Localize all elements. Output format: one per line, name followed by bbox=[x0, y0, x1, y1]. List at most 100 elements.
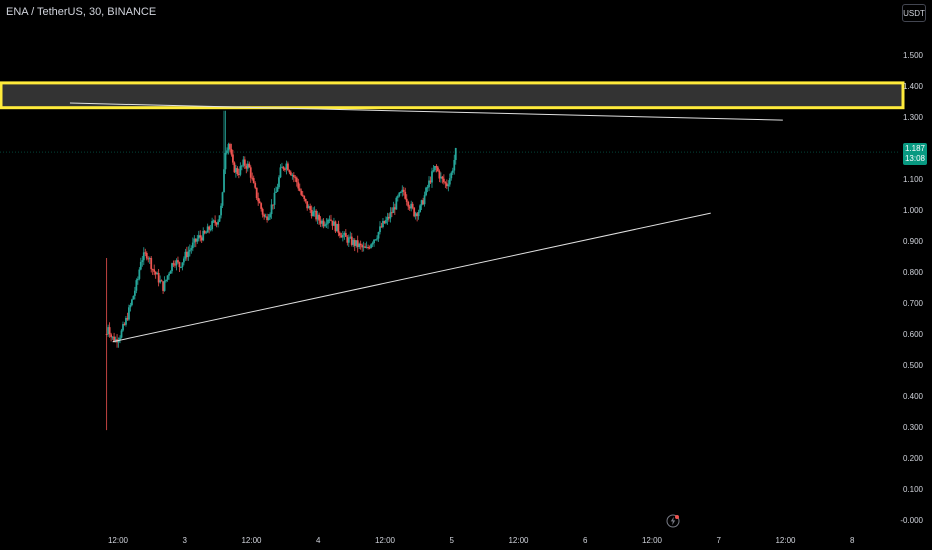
candle-body bbox=[177, 260, 179, 263]
candle-body bbox=[439, 176, 442, 179]
candle-body bbox=[349, 236, 352, 238]
candle-body bbox=[122, 324, 124, 331]
candle-body bbox=[389, 212, 392, 219]
candle-body bbox=[193, 238, 196, 243]
candle-body bbox=[197, 235, 200, 239]
y-tick-label: 1.100 bbox=[903, 175, 924, 184]
candle-body bbox=[407, 201, 410, 207]
y-tick-label: -0.000 bbox=[900, 516, 923, 525]
x-tick-label: 12:00 bbox=[775, 536, 796, 545]
candle-body bbox=[180, 267, 182, 269]
candle-body bbox=[154, 271, 157, 275]
candle-body bbox=[380, 226, 383, 228]
candle-body bbox=[432, 170, 435, 172]
candle-body bbox=[398, 192, 401, 197]
candle-body bbox=[434, 166, 436, 171]
candle-body bbox=[420, 200, 423, 206]
candle-body bbox=[142, 252, 145, 261]
currency-button[interactable]: USDT bbox=[902, 4, 926, 22]
y-tick-label: 0.400 bbox=[903, 392, 924, 401]
candle-body bbox=[350, 236, 353, 245]
candle-body bbox=[266, 216, 268, 221]
candle-body bbox=[226, 150, 228, 153]
candle-body bbox=[435, 166, 438, 168]
candle-body bbox=[301, 194, 304, 196]
candle-body bbox=[181, 262, 184, 268]
candle-body bbox=[205, 232, 208, 234]
candle-body bbox=[159, 280, 162, 283]
candle-body bbox=[202, 230, 205, 241]
candle-body bbox=[313, 210, 316, 212]
candle-body bbox=[199, 235, 202, 238]
candle-body bbox=[236, 168, 239, 174]
candle-body bbox=[267, 217, 270, 221]
candle-body bbox=[147, 258, 150, 260]
candle-body bbox=[289, 172, 292, 176]
candle-body bbox=[278, 177, 280, 188]
candle-body bbox=[187, 251, 190, 258]
candle-body bbox=[105, 334, 108, 335]
candle-body bbox=[131, 299, 133, 306]
candle-body bbox=[237, 173, 240, 175]
candle-body bbox=[356, 240, 359, 248]
candle-body bbox=[128, 307, 130, 320]
candle-body bbox=[144, 252, 147, 254]
candle-body bbox=[125, 317, 127, 325]
candle-body bbox=[370, 244, 372, 248]
candle-body bbox=[382, 220, 384, 227]
candle-body bbox=[447, 184, 450, 187]
candle-body bbox=[133, 290, 136, 296]
candle-body bbox=[390, 212, 393, 214]
candle-body bbox=[183, 258, 185, 263]
candle-body bbox=[148, 258, 151, 260]
resistance-zone bbox=[0, 81, 905, 110]
candle-body bbox=[304, 198, 307, 202]
candle-body bbox=[206, 226, 209, 233]
candle-body bbox=[303, 195, 306, 199]
candlestick-series bbox=[105, 110, 457, 431]
candle-body bbox=[230, 148, 233, 155]
candle-body bbox=[254, 183, 257, 188]
candle-body bbox=[429, 180, 432, 183]
y-tick-label: 1.400 bbox=[903, 82, 924, 91]
candle-body bbox=[252, 178, 255, 184]
candle-body bbox=[315, 210, 318, 220]
y-tick-label: 0.200 bbox=[903, 454, 924, 463]
candle-body bbox=[286, 163, 289, 171]
candle-body bbox=[294, 177, 297, 179]
candle-body bbox=[331, 220, 334, 226]
y-tick-label: 0.900 bbox=[903, 237, 924, 246]
candle-body bbox=[260, 203, 263, 209]
candle-body bbox=[402, 189, 405, 192]
candle-body bbox=[175, 260, 178, 266]
candle-body bbox=[318, 214, 320, 221]
candle-body bbox=[120, 330, 123, 338]
candle-body bbox=[358, 243, 361, 248]
last-price-label: 1.187 13:08 bbox=[903, 143, 927, 165]
candle-body bbox=[448, 178, 451, 185]
candle-body bbox=[298, 188, 301, 191]
candle-body bbox=[373, 239, 375, 244]
candle-body bbox=[269, 214, 271, 218]
candle-body bbox=[151, 269, 154, 271]
candle-body bbox=[393, 207, 396, 210]
candle-body bbox=[223, 169, 225, 193]
candle-body bbox=[248, 163, 251, 168]
x-tick-label: 12:00 bbox=[108, 536, 129, 545]
candle-body bbox=[246, 163, 249, 169]
candle-body bbox=[441, 176, 444, 179]
candle-body bbox=[365, 247, 368, 249]
candle-body bbox=[374, 239, 377, 241]
candle-body bbox=[135, 280, 138, 291]
candle-body bbox=[139, 261, 142, 270]
y-tick-label: 0.600 bbox=[903, 330, 924, 339]
candle-body bbox=[191, 242, 194, 249]
candle-body bbox=[233, 162, 236, 173]
candle-body bbox=[273, 192, 276, 205]
candle-body bbox=[184, 251, 187, 259]
candle-body bbox=[437, 167, 439, 172]
candle-body bbox=[341, 234, 344, 238]
candle-body bbox=[307, 206, 310, 209]
lightning-bolt-icon[interactable] bbox=[666, 514, 680, 528]
